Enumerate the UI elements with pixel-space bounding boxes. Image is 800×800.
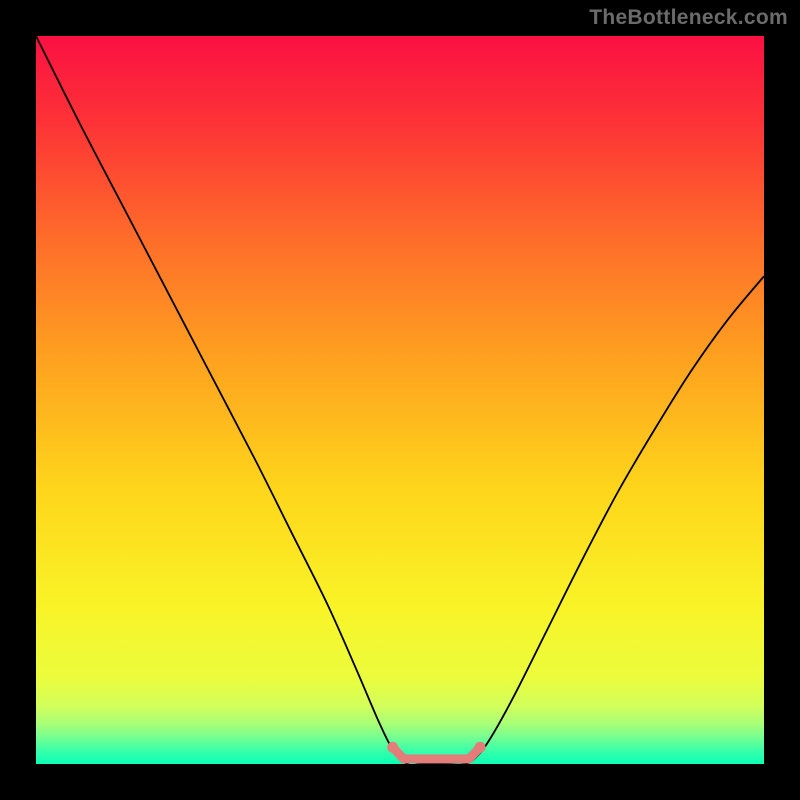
plot-background	[36, 36, 764, 764]
chart-container: TheBottleneck.com	[0, 0, 800, 800]
watermark-text: TheBottleneck.com	[589, 6, 788, 30]
chart-svg	[0, 0, 800, 800]
